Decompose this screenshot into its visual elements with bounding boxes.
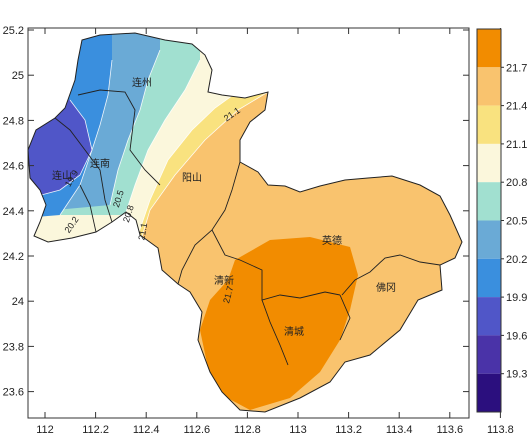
y-tick-label: 25 xyxy=(12,70,24,82)
place-label-yangshan: 阳山 xyxy=(182,172,202,184)
colorbar-bin xyxy=(477,373,501,412)
colorbar-level-label: 19.6 xyxy=(506,330,527,342)
y-tick-label: 24 xyxy=(12,296,24,308)
y-tick-label: 23.6 xyxy=(3,387,24,399)
colorbar-level-label: 20.2 xyxy=(506,254,527,266)
x-tick-label: 113 xyxy=(289,424,307,436)
colorbar-bin xyxy=(477,182,501,221)
x-tick-label: 112.6 xyxy=(183,424,210,436)
colorbar-level-label: 20.8 xyxy=(506,177,527,189)
place-label-lianshan: 连山 xyxy=(52,169,72,182)
colorbar-bin xyxy=(477,297,501,336)
colorbar-bin xyxy=(477,105,501,144)
place-label-qingxin: 清新 xyxy=(214,274,234,287)
x-tick-label: 112.4 xyxy=(133,424,160,436)
colorbar-bin xyxy=(477,335,501,374)
colorbar-level-label: 19.3 xyxy=(506,369,527,381)
region-outline xyxy=(27,32,463,413)
colorbar-bin xyxy=(477,67,501,106)
y-tick-label: 24.2 xyxy=(3,251,24,263)
place-label-qingcheng: 清城 xyxy=(284,325,304,338)
y-tick-label: 24.4 xyxy=(3,206,24,218)
colorbar-legend: 21.7 21.4 21.1 20.8 20.5 20.2 19.9 19.6 19.3 xyxy=(476,28,527,413)
colorbar-bin xyxy=(477,220,501,259)
x-tick-label: 113.4 xyxy=(386,424,413,436)
x-tick-label: 112 xyxy=(36,424,54,436)
colorbar-bin xyxy=(477,258,501,298)
x-axis: 112 112.2 112.4 112.6 112.8 113 113.2 113.4 113.… xyxy=(36,28,514,436)
contour-label-21-1-south: 21.1 xyxy=(136,222,149,241)
x-tick-label: 112.8 xyxy=(234,424,261,436)
x-tick-label: 113.8 xyxy=(487,424,514,436)
x-tick-label: 113.6 xyxy=(436,424,463,436)
colorbar-level-label: 21.4 xyxy=(506,101,527,113)
colorbar-level-label: 20.5 xyxy=(506,216,527,228)
colorbar-level-label: 21.1 xyxy=(506,139,527,151)
place-labels: 连州 连南 连山 阳山 英德 清新 佛冈 清城 xyxy=(52,76,396,338)
place-label-yingde: 英德 xyxy=(322,234,342,247)
y-axis: 25.2 25 24.8 24.6 24.4 24.2 24 23.8 23.6 xyxy=(3,25,469,399)
y-tick-label: 25.2 xyxy=(3,25,24,37)
y-tick-label: 23.8 xyxy=(3,341,24,353)
colorbar-bin xyxy=(477,29,501,68)
colorbar-level-label: 19.9 xyxy=(506,292,527,304)
county-borders xyxy=(54,89,441,366)
x-tick-label: 112.2 xyxy=(82,424,109,436)
y-tick-label: 24.6 xyxy=(3,161,24,173)
place-label-liannan: 连南 xyxy=(90,157,110,170)
place-label-lianzhou: 连州 xyxy=(132,76,152,89)
x-tick-label: 113.2 xyxy=(335,424,362,436)
place-label-fogang: 佛冈 xyxy=(376,281,396,294)
colorbar-level-label: 21.7 xyxy=(506,62,527,74)
colorbar-bin xyxy=(477,143,501,183)
y-tick-label: 24.8 xyxy=(3,115,24,127)
contour-label-21-7: 21.7 xyxy=(221,285,235,305)
